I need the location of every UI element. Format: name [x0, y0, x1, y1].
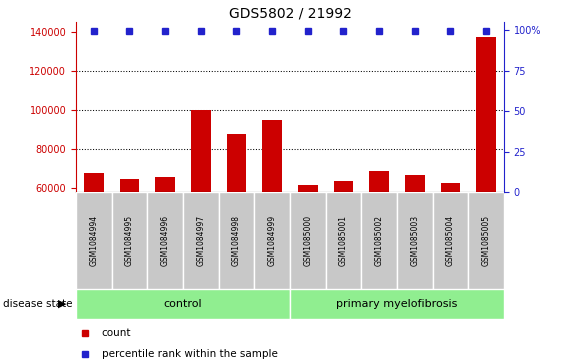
Bar: [120, 179, 139, 306]
Bar: [191, 110, 211, 306]
Bar: [432, 192, 468, 289]
Bar: [405, 175, 425, 306]
Text: GSM1085002: GSM1085002: [374, 215, 383, 266]
Text: primary myelofibrosis: primary myelofibrosis: [336, 299, 458, 309]
Text: GSM1084999: GSM1084999: [267, 215, 276, 266]
Bar: [254, 192, 290, 289]
Text: GSM1085000: GSM1085000: [303, 215, 312, 266]
Text: control: control: [164, 299, 202, 309]
Bar: [155, 177, 175, 306]
Text: GSM1084998: GSM1084998: [232, 215, 241, 266]
Text: disease state: disease state: [3, 299, 72, 309]
Bar: [76, 289, 290, 319]
Bar: [227, 134, 246, 306]
Bar: [298, 184, 318, 306]
Text: GSM1085003: GSM1085003: [410, 215, 419, 266]
Bar: [148, 192, 183, 289]
Bar: [290, 192, 325, 289]
Text: GSM1085001: GSM1085001: [339, 215, 348, 266]
Bar: [397, 192, 432, 289]
Bar: [476, 37, 496, 306]
Text: GSM1085005: GSM1085005: [481, 215, 490, 266]
Text: count: count: [102, 327, 131, 338]
Bar: [111, 192, 148, 289]
Bar: [262, 120, 282, 306]
Title: GDS5802 / 21992: GDS5802 / 21992: [229, 7, 351, 21]
Bar: [361, 192, 397, 289]
Bar: [369, 171, 389, 306]
Text: GSM1085004: GSM1085004: [446, 215, 455, 266]
Bar: [334, 181, 353, 306]
Bar: [468, 192, 504, 289]
Bar: [441, 183, 460, 306]
Bar: [218, 192, 254, 289]
Bar: [183, 192, 218, 289]
Text: GSM1084994: GSM1084994: [90, 215, 99, 266]
Text: GSM1084995: GSM1084995: [125, 215, 134, 266]
Bar: [76, 192, 111, 289]
Text: percentile rank within the sample: percentile rank within the sample: [102, 349, 278, 359]
Text: ▶: ▶: [57, 299, 66, 309]
Text: GSM1084997: GSM1084997: [196, 215, 205, 266]
Bar: [290, 289, 504, 319]
Bar: [325, 192, 361, 289]
Bar: [84, 173, 104, 306]
Text: GSM1084996: GSM1084996: [160, 215, 169, 266]
